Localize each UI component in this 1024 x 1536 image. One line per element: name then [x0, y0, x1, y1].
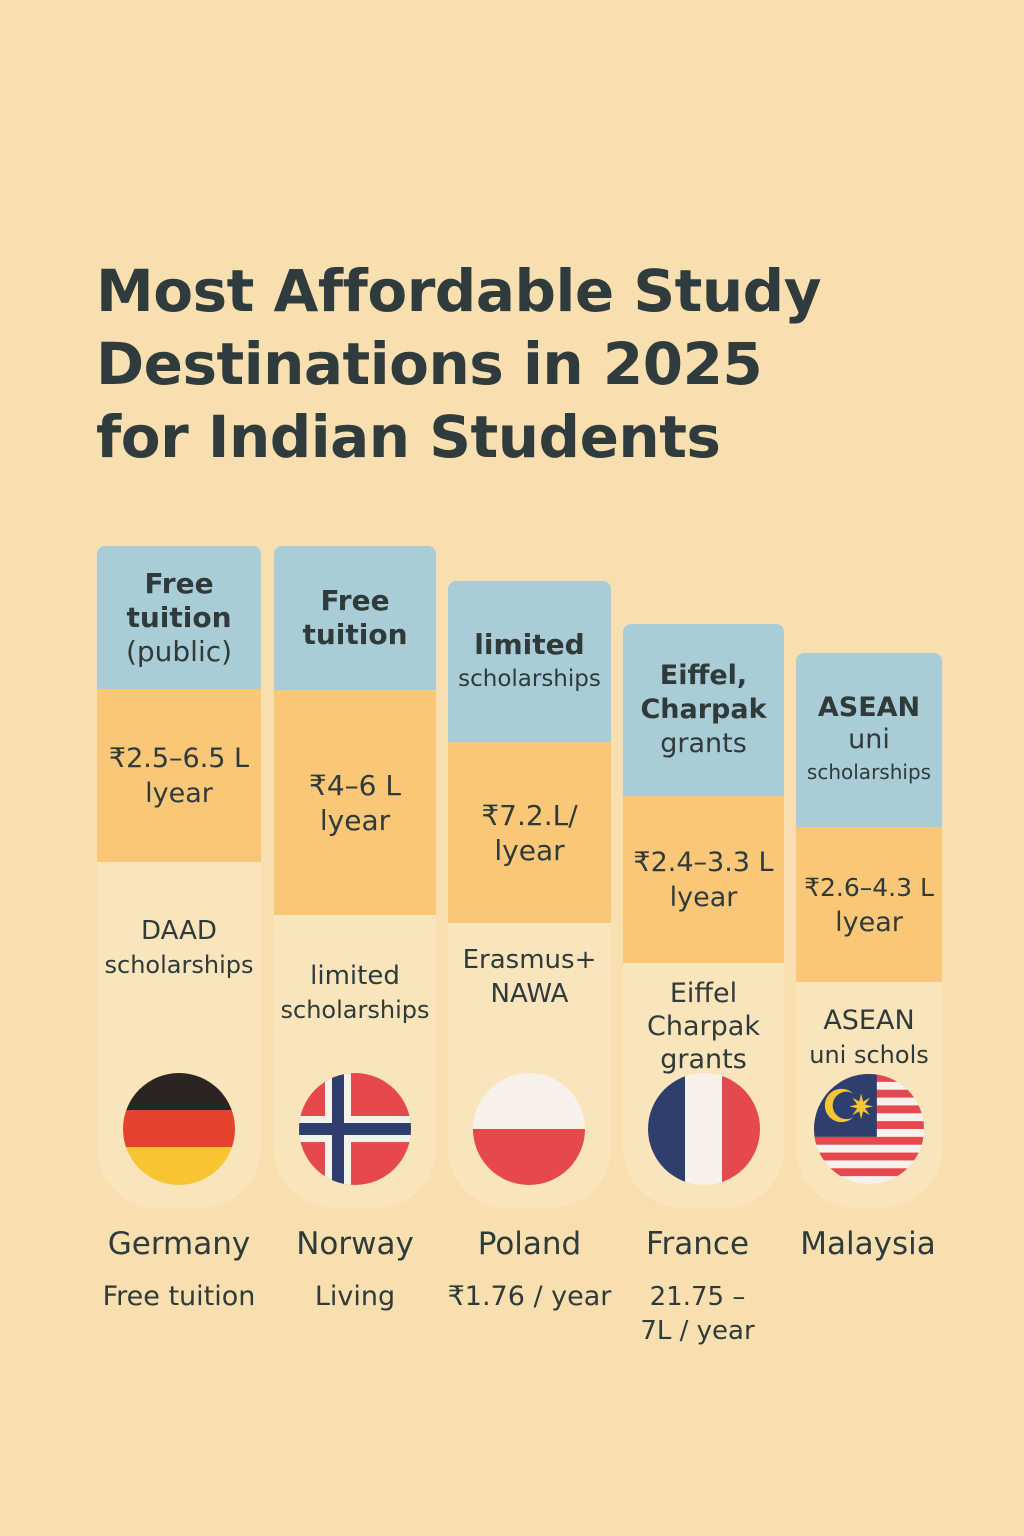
- cost-text: ₹2.4–3.3 L: [633, 846, 774, 878]
- tuition-text: tuition: [126, 600, 232, 634]
- scholarship-band-poland: Erasmus+ NAWA: [448, 923, 611, 1063]
- scholarship-band-germany: DAAD scholarships: [97, 862, 261, 1094]
- note-germany: Free tuition: [87, 1280, 271, 1314]
- cost-text: ₹2.5–6.5 L: [108, 742, 250, 774]
- cost-band-norway: ₹4–6 L lyear: [274, 690, 436, 915]
- scholarship-text: NAWA: [490, 979, 569, 1009]
- title-line-3: for Indian Students: [96, 403, 721, 471]
- scholarship-band-norway: limited scholarships: [274, 915, 436, 1109]
- cost-text: ₹7.2.L/: [481, 798, 578, 832]
- scholarship-text: DAAD: [141, 916, 217, 946]
- cost-text: lyear: [319, 803, 391, 837]
- page-title: Most Affordable Study Destinations in 20…: [96, 255, 976, 474]
- scholarship-text: grants: [660, 1044, 747, 1075]
- scholarship-text: Eiffel: [669, 978, 738, 1009]
- country-name-malaysia: Malaysia: [800, 1226, 936, 1262]
- country-name-norway: Norway: [296, 1226, 414, 1262]
- tuition-text: (public): [125, 634, 233, 668]
- cost-band-france: ₹2.4–3.3 L lyear: [623, 796, 784, 963]
- title-line-2: Destinations in 2025: [96, 330, 763, 398]
- cost-text: lyear: [145, 777, 213, 809]
- note-text: 21.75 –: [649, 1282, 746, 1312]
- tuition-text: scholarships: [806, 760, 932, 784]
- tuition-text: tuition: [302, 618, 408, 651]
- tuition-text: Free: [144, 566, 214, 600]
- country-name-poland: Poland: [477, 1226, 582, 1262]
- scholarship-text: uni schols: [809, 1041, 929, 1069]
- card-norway: Free tuition ₹4–6 L lyear limited schola…: [274, 546, 436, 1208]
- cost-band-malaysia: ₹2.6–4.3 L lyear: [796, 827, 942, 982]
- tuition-band-germany: Free tuition (public): [97, 546, 261, 689]
- tuition-text: limited: [474, 627, 585, 661]
- note-text: ₹1.76 / year: [447, 1281, 612, 1312]
- tuition-band-malaysia: ASEAN uni scholarships: [796, 653, 942, 827]
- note-france: 21.75 – 7L / year: [617, 1280, 778, 1348]
- tuition-text: scholarships: [458, 665, 601, 692]
- scholarship-text: ASEAN: [823, 1005, 915, 1036]
- scholarship-text: scholarships: [104, 951, 254, 979]
- cost-text: lyear: [669, 881, 738, 913]
- scholarship-text: limited: [310, 961, 400, 991]
- scholarship-band-france: Eiffel Charpak grants: [623, 963, 784, 1092]
- scholarship-text: scholarships: [280, 996, 430, 1024]
- cost-text: ₹2.6–4.3 L: [804, 872, 934, 902]
- cost-text: lyear: [835, 906, 903, 938]
- tuition-band-france: Eiffel, Charpak grants: [623, 624, 784, 796]
- card-germany: Free tuition (public) ₹2.5–6.5 L lyear D…: [97, 546, 261, 1208]
- tuition-band-norway: Free tuition: [274, 546, 436, 690]
- germany-flag-icon: [123, 1073, 235, 1185]
- title-line-1: Most Affordable Study: [96, 257, 822, 325]
- note-poland: ₹1.76 / year: [438, 1280, 621, 1314]
- norway-flag-icon: [299, 1073, 411, 1185]
- tuition-text: Eiffel,: [659, 660, 748, 691]
- tuition-band-poland: limited scholarships: [448, 581, 611, 742]
- tuition-text: grants: [660, 728, 747, 759]
- tuition-text: Free: [320, 584, 390, 617]
- note-norway: Living: [274, 1280, 436, 1314]
- note-text: 7L / year: [640, 1316, 755, 1346]
- country-name-germany: Germany: [107, 1226, 251, 1262]
- scholarship-band-malaysia: ASEAN uni schols: [796, 982, 942, 1104]
- cost-text: ₹4–6 L: [309, 768, 401, 802]
- tuition-text: uni: [848, 724, 890, 755]
- tuition-text: ASEAN: [817, 692, 921, 723]
- cost-band-germany: ₹2.5–6.5 L lyear: [97, 689, 261, 862]
- card-france: Eiffel, Charpak grants ₹2.4–3.3 L lyear …: [623, 624, 784, 1208]
- card-malaysia: ASEAN uni scholarships ₹2.6–4.3 L lyear …: [796, 653, 942, 1208]
- scholarship-text: Charpak: [647, 1011, 760, 1042]
- malaysia-flag-icon: [814, 1074, 924, 1184]
- country-name-france: France: [645, 1226, 750, 1262]
- cost-text: lyear: [494, 833, 565, 867]
- note-text: Free tuition: [102, 1281, 256, 1312]
- scholarship-text: Erasmus+: [462, 945, 597, 975]
- tuition-text: Charpak: [640, 694, 767, 725]
- note-text: Living: [314, 1281, 396, 1312]
- poland-flag-icon: [473, 1073, 585, 1185]
- france-flag-icon: [648, 1073, 760, 1185]
- card-poland: limited scholarships ₹7.2.L/ lyear Erasm…: [448, 581, 611, 1208]
- cost-band-poland: ₹7.2.L/ lyear: [448, 742, 611, 923]
